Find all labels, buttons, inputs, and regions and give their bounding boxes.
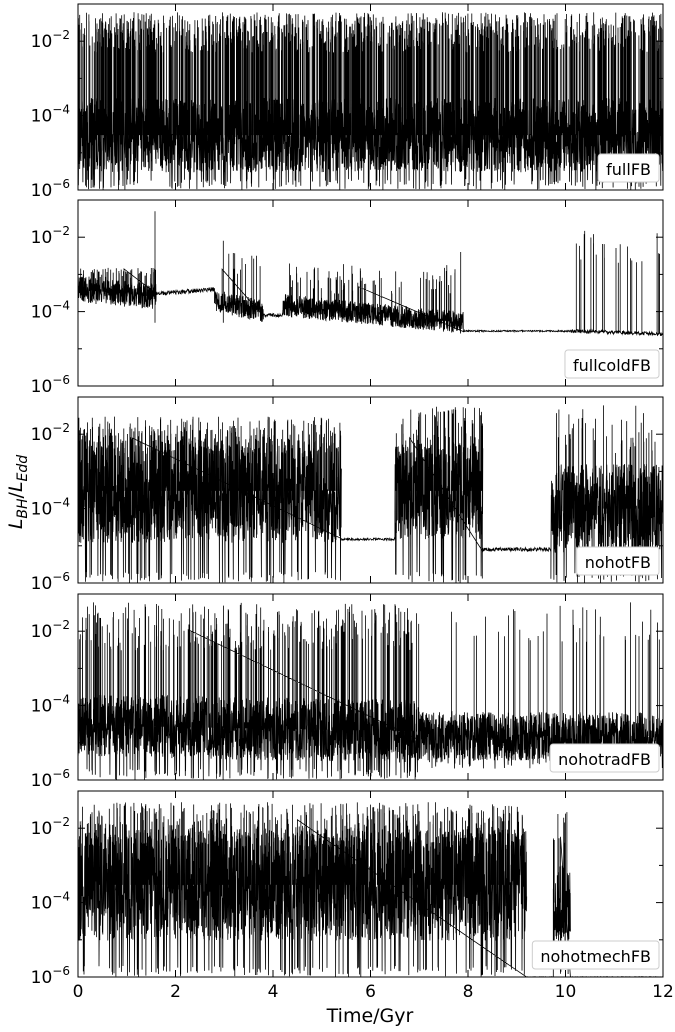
y-tick-base: 10 — [31, 697, 53, 717]
legend-label-nohotmechFB: nohotmechFB — [540, 947, 651, 966]
legend-label-fullFB: fullFB — [606, 160, 651, 179]
y-tick-exponent: −6 — [52, 767, 70, 781]
legend-box-nohotradFB — [549, 743, 660, 773]
y-tick-exponent: −4 — [52, 693, 70, 707]
y-tick-exponent: −2 — [52, 618, 70, 632]
y-tick-base: 10 — [31, 500, 53, 520]
series-line-fullcoldFB — [78, 211, 663, 337]
legend-box-nohotFB — [576, 546, 660, 576]
y-axis-label: LBH/LEdd — [5, 455, 31, 529]
legend-box-nohotmechFB — [531, 940, 660, 970]
y-tick-label: 10−2 — [31, 224, 70, 248]
y-tick-label: 10−6 — [31, 570, 70, 594]
x-tick-label: 0 — [73, 982, 84, 1002]
y-tick-base: 10 — [31, 968, 53, 988]
y-tick-base: 10 — [31, 377, 53, 397]
y-tick-label: 10−2 — [31, 815, 70, 839]
y-tick-label: 10−4 — [31, 693, 70, 717]
x-tick-label: 6 — [365, 982, 376, 1002]
legend-label-nohotradFB: nohotradFB — [558, 750, 651, 769]
x-tick-label: 12 — [652, 982, 674, 1002]
x-tick-label: 2 — [170, 982, 181, 1002]
y-tick-base: 10 — [31, 425, 53, 445]
legend-box-fullFB — [597, 153, 660, 183]
y-tick-label: 10−4 — [31, 496, 70, 520]
y-tick-label: 10−4 — [31, 103, 70, 127]
y-tick-exponent: −4 — [52, 496, 70, 510]
y-label-sub2: Edd — [15, 455, 31, 482]
y-tick-label: 10−2 — [31, 28, 70, 52]
y-tick-label: 10−4 — [31, 299, 70, 323]
legend-box-fullcoldFB — [564, 349, 660, 379]
y-tick-label: 10−6 — [31, 177, 70, 201]
panels: 10−610−410−2fullFB10−610−410−2fullcoldFB… — [31, 3, 674, 1002]
y-tick-exponent: −4 — [52, 299, 70, 313]
y-tick-base: 10 — [31, 819, 53, 839]
y-label-slash: / — [5, 491, 27, 498]
y-tick-exponent: −4 — [52, 103, 70, 117]
series-line-nohotmechFB — [78, 802, 663, 977]
y-tick-exponent: −4 — [52, 890, 70, 904]
y-tick-base: 10 — [31, 32, 53, 52]
x-tick-label: 10 — [555, 982, 577, 1002]
legend-label-nohotFB: nohotFB — [585, 553, 651, 572]
y-label-main1: L — [5, 519, 27, 530]
y-tick-base: 10 — [31, 181, 53, 201]
y-tick-label: 10−2 — [31, 618, 70, 642]
y-tick-exponent: −6 — [52, 373, 70, 387]
series-line-nohotradFB — [78, 602, 663, 780]
y-tick-base: 10 — [31, 894, 53, 914]
legend-label-fullcoldFB: fullcoldFB — [573, 356, 651, 375]
x-axis-label: Time/Gyr — [326, 1005, 414, 1027]
y-tick-label: 10−6 — [31, 767, 70, 791]
y-label-main2: L — [5, 481, 27, 492]
x-tick-label: 8 — [463, 982, 474, 1002]
y-tick-base: 10 — [31, 228, 53, 248]
x-tick-label: 4 — [268, 982, 279, 1002]
y-tick-exponent: −6 — [52, 177, 70, 191]
y-tick-base: 10 — [31, 107, 53, 127]
y-label-sub1: BH — [15, 498, 31, 519]
y-tick-base: 10 — [31, 771, 53, 791]
y-tick-label: 10−6 — [31, 373, 70, 397]
y-tick-exponent: −6 — [52, 964, 70, 978]
y-tick-exponent: −6 — [52, 570, 70, 584]
y-tick-exponent: −2 — [52, 28, 70, 42]
y-tick-base: 10 — [31, 574, 53, 594]
y-tick-exponent: −2 — [52, 815, 70, 829]
series-line-fullFB — [78, 12, 663, 190]
y-tick-exponent: −2 — [52, 224, 70, 238]
y-tick-exponent: −2 — [52, 421, 70, 435]
y-tick-label: 10−4 — [31, 890, 70, 914]
y-tick-label: 10−2 — [31, 421, 70, 445]
series-line-nohotFB — [78, 405, 663, 583]
y-tick-label: 10−6 — [31, 964, 70, 988]
y-tick-base: 10 — [31, 303, 53, 323]
y-tick-base: 10 — [31, 622, 53, 642]
